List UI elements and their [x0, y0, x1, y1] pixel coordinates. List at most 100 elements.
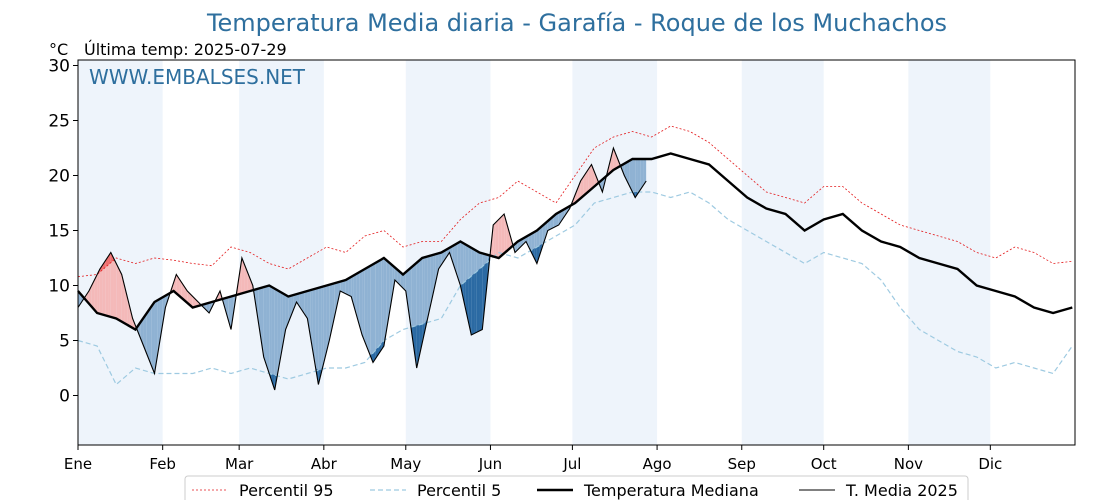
anomaly-fill — [241, 258, 245, 294]
anomaly-fill — [643, 159, 647, 186]
anomaly-fill — [176, 274, 180, 296]
anomaly-fill — [94, 274, 98, 313]
anomaly-fill — [632, 159, 636, 198]
anomaly-fill — [627, 160, 630, 187]
x-tick-label: Ene — [64, 455, 92, 473]
anomaly-fill — [430, 254, 434, 307]
extreme-low-fill — [468, 276, 472, 335]
last-temp-label: Última temp: 2025-07-29 — [84, 40, 287, 59]
anomaly-fill — [525, 235, 529, 247]
anomaly-fill — [280, 291, 283, 360]
anomaly-fill — [277, 290, 281, 375]
anomaly-fill — [334, 282, 338, 316]
anomaly-fill — [118, 269, 122, 322]
anomaly-fill — [195, 299, 199, 307]
anomaly-fill — [637, 159, 641, 194]
anomaly-fill — [575, 187, 578, 203]
anomaly-fill — [299, 292, 302, 311]
anomaly-fill — [635, 159, 638, 198]
anomaly-fill — [348, 276, 352, 297]
anomaly-fill — [583, 172, 587, 196]
extreme-low-fill — [413, 325, 417, 368]
anomaly-fill — [255, 288, 259, 322]
anomaly-fill — [143, 313, 147, 353]
month-band — [239, 60, 324, 445]
anomaly-fill — [610, 148, 614, 173]
anomaly-fill — [209, 302, 212, 313]
legend-label-median: Temperatura Mediana — [583, 481, 759, 500]
extreme-low-fill — [482, 264, 485, 330]
anomaly-fill — [189, 293, 193, 308]
anomaly-fill — [293, 294, 297, 309]
series-line-current — [77, 146, 647, 391]
legend-label-current: T. Media 2025 — [845, 481, 958, 500]
anomaly-fill — [146, 309, 150, 360]
anomaly-fill — [373, 262, 376, 363]
anomaly-fill — [375, 261, 379, 359]
anomaly-fill — [353, 273, 357, 316]
x-tick-label: Abr — [311, 455, 338, 473]
extreme-high-fill — [105, 256, 109, 268]
anomaly-fill — [457, 241, 461, 286]
anomaly-fill — [271, 287, 275, 390]
legend: Percentil 95 Percentil 5 Temperatura Media… — [184, 475, 969, 500]
anomaly-fill — [545, 221, 548, 239]
anomaly-fill — [362, 269, 365, 342]
anomaly-fill — [326, 284, 330, 352]
anomaly-fill — [400, 272, 404, 289]
anomaly-fill — [493, 222, 496, 258]
anomaly-fill — [586, 168, 589, 194]
anomaly-fill — [495, 219, 499, 258]
anomaly-fill — [307, 290, 311, 335]
anomaly-fill — [556, 212, 559, 227]
anomaly-fill — [501, 214, 505, 256]
y-tick-label: 5 — [59, 332, 70, 352]
anomaly-fill — [422, 257, 425, 344]
x-tick-label: Mar — [225, 455, 254, 473]
anomaly-fill — [102, 260, 106, 316]
anomaly-fill — [364, 267, 368, 349]
anomaly-fill — [504, 214, 507, 254]
extreme-low-fill — [534, 247, 537, 264]
y-tick-label: 25 — [48, 112, 70, 132]
anomaly-fills — [78, 148, 647, 390]
anomaly-fill — [315, 287, 319, 385]
anomaly-fill — [381, 258, 384, 351]
series-lines — [77, 125, 1073, 391]
anomaly-fill — [261, 287, 264, 357]
anomaly-fill — [405, 269, 409, 311]
x-tick-label: Nov — [894, 455, 923, 473]
anomaly-fill — [151, 302, 155, 374]
anomaly-fill — [121, 274, 125, 324]
anomaly-fill — [105, 256, 109, 317]
anomaly-fill — [269, 285, 272, 382]
anomaly-fill — [108, 252, 111, 317]
extreme-low-fill — [381, 340, 384, 351]
anomaly-fill — [149, 305, 152, 367]
anomaly-fill — [506, 223, 510, 251]
anomaly-fill — [553, 214, 557, 228]
anomaly-fill — [561, 209, 565, 221]
anomaly-fill — [435, 253, 439, 282]
series-line-median — [77, 152, 1073, 332]
anomaly-fill — [113, 258, 117, 319]
anomaly-fill — [312, 288, 316, 368]
anomaly-fill — [154, 300, 158, 374]
x-tick-label: Jun — [478, 455, 502, 473]
anomaly-fill — [370, 264, 374, 363]
anomaly-fill — [444, 249, 447, 261]
anomaly-fill — [329, 283, 333, 341]
legend-label-p95: Percentil 95 — [239, 481, 334, 500]
anomaly-fill — [99, 264, 103, 315]
x-tick-label: Sep — [728, 455, 756, 473]
anomaly-fill — [187, 291, 190, 306]
x-axis: Ene Feb Mar Abr May Jun Jul Ago Sep Oct Nov Dic — [64, 445, 1002, 473]
legend-label-p5: Percentil 5 — [417, 481, 501, 500]
y-tick-label: 30 — [48, 57, 70, 77]
anomaly-fill — [616, 154, 619, 169]
anomaly-fill — [97, 269, 100, 314]
month-band — [741, 60, 824, 445]
x-tick-label: Dic — [978, 455, 1002, 473]
extreme-low-fill — [375, 346, 379, 359]
anomaly-fill — [244, 264, 248, 293]
